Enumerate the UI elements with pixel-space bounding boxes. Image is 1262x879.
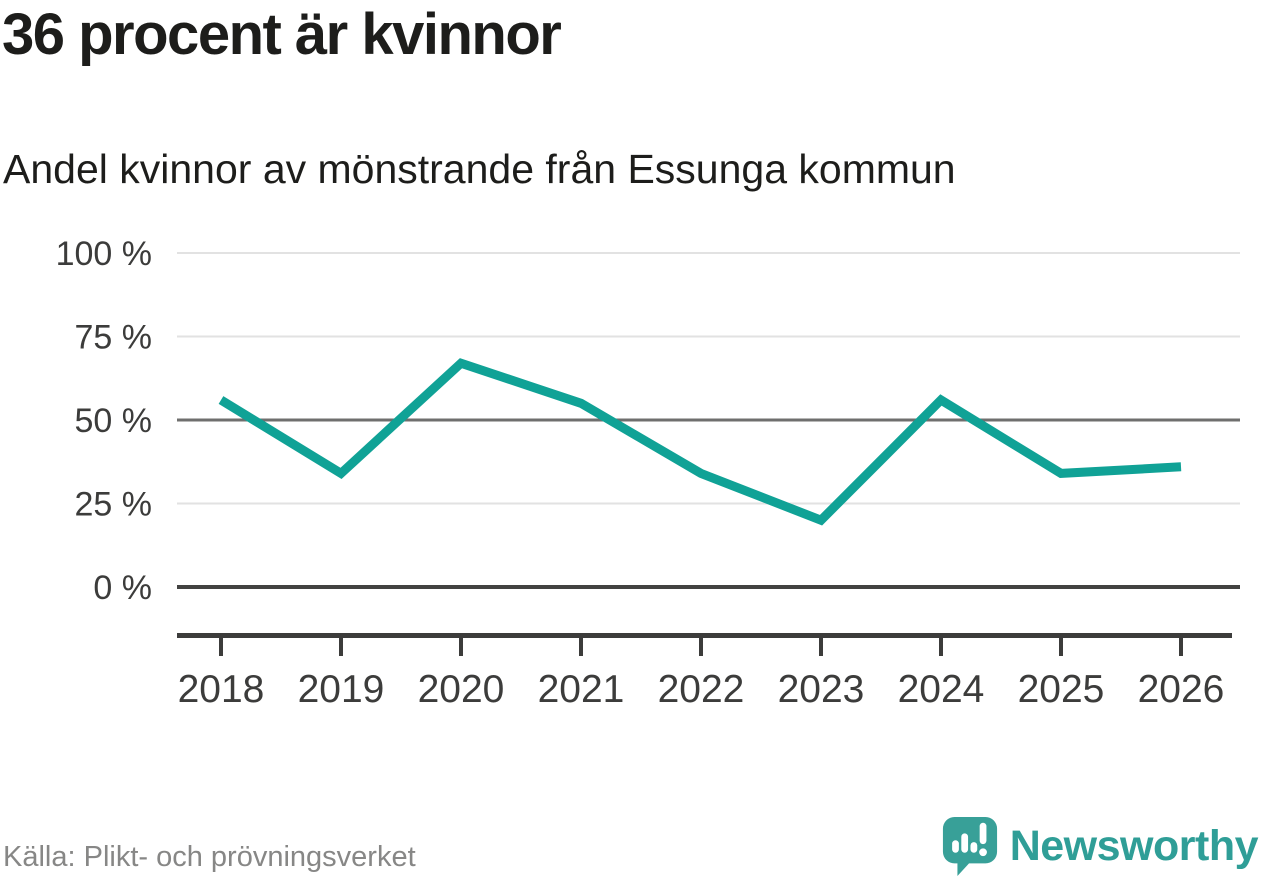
data-line-andel-kvinnor bbox=[218, 358, 1182, 526]
x-tick-label: 2024 bbox=[898, 668, 985, 711]
newsworthy-logo-text: Newsworthy bbox=[1009, 821, 1259, 870]
newsworthy-logo: Newsworthy bbox=[941, 814, 1259, 878]
x-tick-label: 2022 bbox=[658, 668, 745, 711]
x-tick-label: 2019 bbox=[298, 668, 385, 711]
x-tick-label: 2020 bbox=[418, 668, 505, 711]
chart-subtitle: Andel kvinnor av mönstrande från Essunga… bbox=[3, 146, 956, 192]
y-tick-label: 75 % bbox=[75, 319, 153, 357]
x-tick-label: 2026 bbox=[1138, 668, 1225, 711]
source-note: Källa: Plikt- och prövningsverket bbox=[3, 841, 416, 873]
x-tick-label: 2021 bbox=[538, 668, 625, 711]
y-tick-label: 50 % bbox=[75, 402, 153, 440]
chart-title: 36 procent är kvinnor bbox=[2, 2, 562, 67]
newsworthy-bubble-chart-icon bbox=[942, 817, 997, 876]
y-tick-label: 100 % bbox=[56, 235, 152, 273]
line-chart-plot: 0 % 25 % 50 % 75 % 100 % 2018 2019 2020 2021 2022… bbox=[56, 235, 1240, 711]
x-tick-label: 2018 bbox=[178, 668, 265, 711]
y-tick-label: 0 % bbox=[93, 569, 152, 607]
y-tick-label: 25 % bbox=[75, 486, 153, 524]
x-tick-label: 2025 bbox=[1018, 668, 1105, 711]
x-tick-label: 2023 bbox=[778, 668, 865, 711]
